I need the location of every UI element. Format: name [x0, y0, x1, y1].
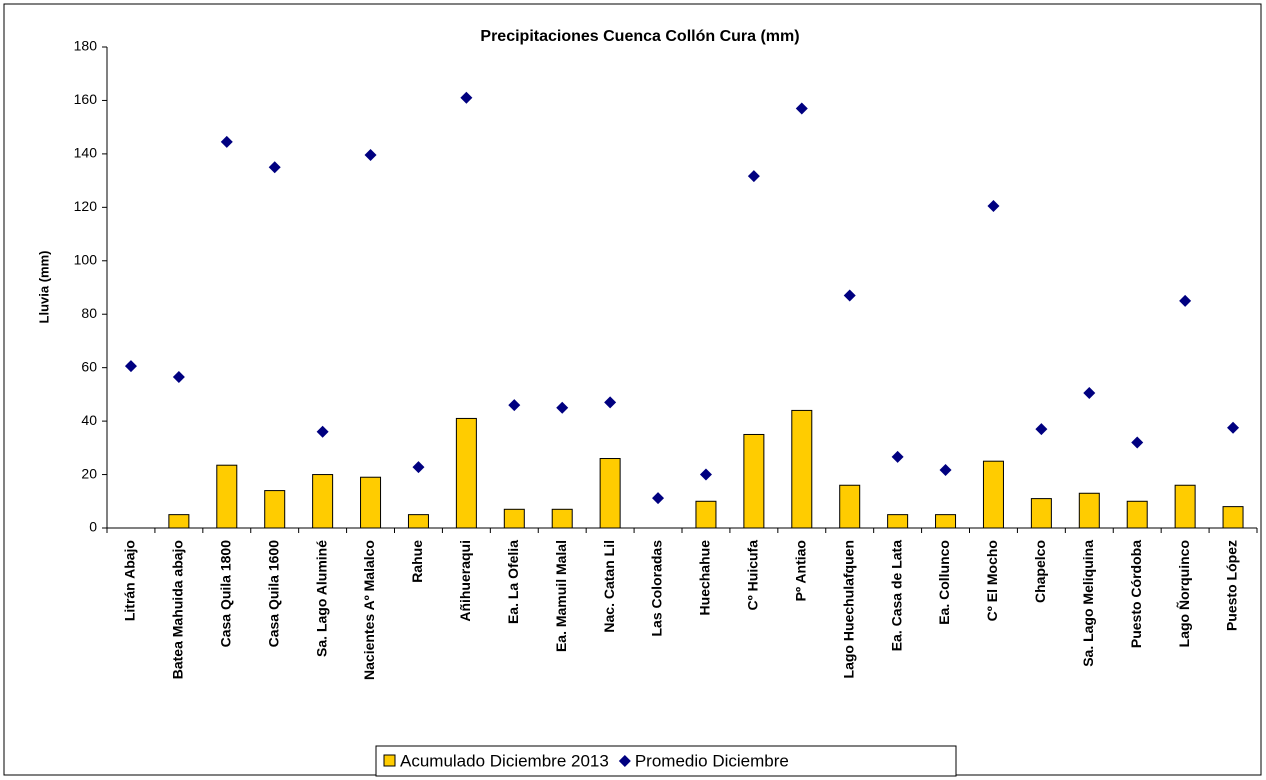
- bar: [455, 417, 477, 529]
- marker: [1179, 294, 1192, 307]
- y-tick-label: 180: [74, 38, 98, 54]
- x-tick-label: Cº Huicufa: [745, 540, 761, 611]
- x-tick-label: Ea. Collunco: [936, 540, 952, 625]
- marker: [316, 425, 329, 438]
- marker: [652, 492, 665, 505]
- x-tick-label: Puesto Córdoba: [1128, 540, 1144, 648]
- marker: [843, 289, 856, 302]
- y-tick-label: 40: [81, 412, 97, 428]
- x-tick-label: Nac. Catan Lil: [601, 540, 617, 633]
- marker: [412, 461, 425, 474]
- bar: [216, 464, 238, 529]
- bar: [1126, 500, 1148, 529]
- x-tick-label: Añihueraqui: [457, 540, 473, 622]
- bar: [503, 508, 525, 529]
- marker: [891, 450, 904, 463]
- marker: [1035, 423, 1048, 436]
- marker: [460, 91, 473, 104]
- x-tick-label: Sa. Lago Aluminé: [313, 540, 329, 657]
- x-tick-label: Batea Mahuida abajo: [170, 540, 186, 679]
- legend-swatch: [618, 755, 631, 767]
- bar: [168, 514, 190, 529]
- bar: [982, 460, 1004, 529]
- marker: [508, 399, 521, 412]
- x-tick-label: Ea. Casa de Lata: [888, 540, 904, 651]
- marker: [556, 401, 569, 414]
- marker: [747, 170, 760, 183]
- y-tick-label: 120: [74, 198, 98, 214]
- bar: [551, 508, 573, 529]
- y-tick-label: 100: [74, 251, 98, 267]
- marker: [1083, 387, 1096, 400]
- x-tick-label: Nacientes Aº Malalco: [361, 540, 377, 680]
- marker: [220, 135, 233, 148]
- marker: [124, 360, 137, 373]
- marker: [987, 199, 1000, 212]
- bar: [935, 514, 957, 529]
- chart-frame: [3, 3, 1262, 776]
- bar: [791, 409, 813, 529]
- x-tick-label: Casa Quila 1800: [217, 540, 233, 648]
- y-tick-label: 0: [89, 519, 97, 535]
- y-tick-label: 80: [81, 305, 97, 321]
- legend-swatch: [383, 754, 396, 767]
- marker: [268, 161, 281, 174]
- x-tick-label: Rahue: [409, 540, 425, 583]
- marker: [604, 396, 617, 409]
- x-tick-label: Casa Quila 1600: [265, 540, 281, 648]
- bar: [839, 484, 861, 529]
- x-tick-label: Ea. La Ofelia: [505, 540, 521, 624]
- legend-label: Acumulado Diciembre 2013: [400, 751, 609, 770]
- bar: [407, 514, 429, 529]
- bar: [695, 500, 717, 529]
- y-tick-label: 20: [81, 465, 97, 481]
- marker: [172, 371, 185, 384]
- bar: [1222, 506, 1244, 529]
- x-tick-label: Ea. Mamuil Malal: [553, 540, 569, 652]
- legend-box: [375, 745, 957, 777]
- x-tick-label: Chapelco: [1032, 540, 1048, 603]
- x-tick-label: Cº El Mocho: [984, 540, 1000, 621]
- bar: [264, 490, 286, 529]
- bar: [1078, 492, 1100, 529]
- marker: [1227, 421, 1240, 434]
- y-axis-label: Lluvia (mm): [36, 251, 51, 324]
- marker: [939, 464, 952, 477]
- marker: [1131, 436, 1144, 449]
- legend-label: Promedio Diciembre: [635, 751, 789, 770]
- y-tick-label: 60: [81, 358, 97, 374]
- bar: [743, 433, 765, 529]
- marker: [699, 468, 712, 481]
- marker: [364, 148, 377, 161]
- bar: [360, 476, 382, 529]
- x-tick-label: Lago Huechulafquen: [840, 540, 856, 678]
- x-tick-label: Sa. Lago Meliquina: [1080, 540, 1096, 667]
- x-tick-label: Huechahue: [697, 540, 713, 616]
- bar: [1030, 498, 1052, 529]
- marker: [795, 102, 808, 115]
- x-tick-label: Las Coloradas: [649, 540, 665, 637]
- x-tick-label: Litrán Abajo: [122, 540, 138, 621]
- x-tick-label: Pº Antiao: [792, 540, 808, 601]
- y-tick-label: 160: [74, 91, 98, 107]
- bar: [1174, 484, 1196, 529]
- x-tick-label: Lago Ñorquinco: [1175, 540, 1192, 647]
- bar: [312, 474, 334, 529]
- chart-title: Precipitaciones Cuenca Collón Cura (mm): [480, 28, 799, 45]
- bar: [887, 514, 909, 529]
- x-tick-label: Puesto López: [1224, 540, 1240, 631]
- bar: [599, 458, 621, 529]
- y-tick-label: 140: [74, 145, 98, 161]
